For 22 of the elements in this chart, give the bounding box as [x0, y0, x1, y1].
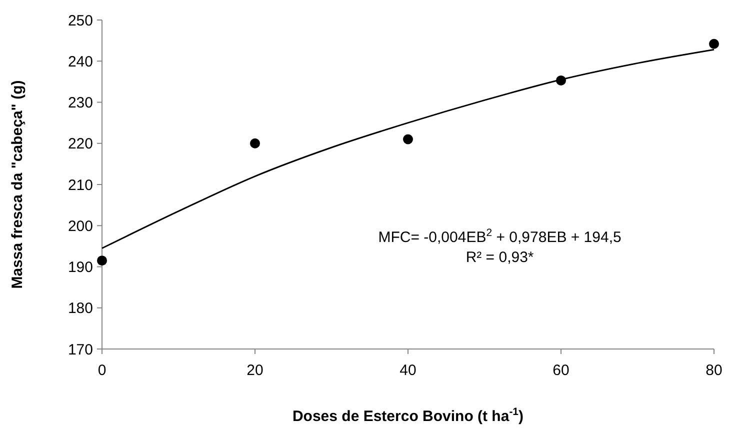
y-tick-label: 230: [68, 94, 93, 112]
x-tick-label: 40: [400, 362, 416, 379]
point: [97, 256, 107, 266]
x-tick-label: 60: [552, 362, 570, 379]
annotation: R² = 0,93*: [466, 249, 534, 266]
x-tick-label: 20: [246, 362, 264, 379]
y-tick-label: 210: [68, 176, 93, 194]
point: [250, 138, 260, 148]
point: [709, 38, 719, 49]
y-tick-label: 250: [68, 12, 93, 30]
y-tick-label: 220: [68, 136, 93, 153]
y-axis-title: Massa fresca da "cabeça" (g): [9, 80, 26, 289]
y-tick-label: 240: [68, 53, 93, 70]
y-tick-label: 180: [68, 300, 93, 318]
x-tick-label: 80: [706, 362, 722, 379]
annotation: MFC= -0,004EB$^{2}$ + 0,978EB + 194,5: [378, 227, 622, 246]
y-tick-label: 200: [68, 218, 93, 235]
x-tick-label: 0: [98, 362, 106, 379]
point: [403, 134, 413, 144]
y-tick-label: 170: [68, 341, 93, 358]
y-tick-label: 190: [68, 259, 93, 276]
x-axis-title: Doses de Esterco Bovino (t ha$^{-1}$): [292, 406, 524, 425]
